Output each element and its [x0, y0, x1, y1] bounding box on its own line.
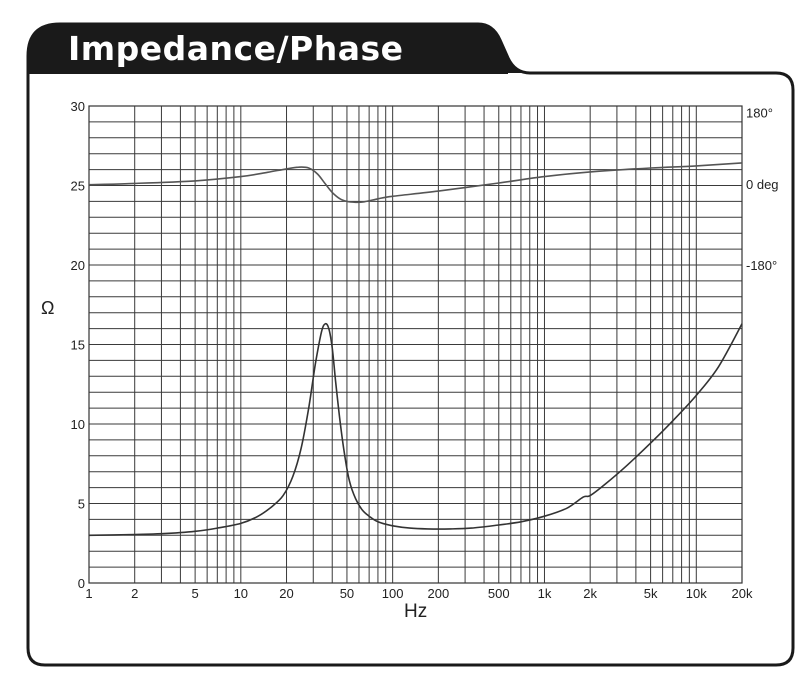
y-axis-label: Ω [41, 298, 54, 318]
plot-curves [88, 162, 743, 537]
phase-tick-label: -180° [746, 258, 777, 273]
x-tick-label: 2k [583, 586, 597, 601]
x-tick-label: 500 [488, 586, 510, 601]
y-tick-label: 25 [71, 179, 85, 194]
phase-tick-label: 180° [746, 105, 773, 120]
y-tick-label: 30 [71, 99, 85, 114]
x-tick-label: 1k [538, 586, 552, 601]
impedance-curve [88, 322, 743, 537]
x-tick-label: 10 [234, 586, 248, 601]
x-axis-label: Hz [404, 601, 427, 622]
axis-ticks: 1 2 5 10 20 50 100 200 500 1k 2k 5k 10k 20k0510152025… [71, 99, 779, 601]
plot-border [88, 105, 743, 584]
y-tick-label: 15 [71, 338, 85, 353]
y-tick-label: 5 [78, 497, 85, 512]
x-tick-label: 5 [192, 586, 199, 601]
phase-curve [88, 162, 743, 204]
x-tick-label: 20 [279, 586, 293, 601]
y-tick-label: 0 [78, 576, 85, 591]
plot-grid [88, 105, 743, 584]
x-tick-label: 50 [340, 586, 354, 601]
x-tick-label: 5k [644, 586, 658, 601]
x-tick-label: 2 [131, 586, 138, 601]
y-tick-label: 10 [71, 417, 85, 432]
x-tick-label: 10k [686, 586, 707, 601]
x-tick-label: 20k [732, 586, 753, 601]
x-tick-label: 100 [382, 586, 404, 601]
x-tick-label: 1 [85, 586, 92, 601]
chart-title: Impedance/Phase [68, 29, 404, 68]
y-tick-label: 20 [71, 258, 85, 273]
x-tick-label: 200 [428, 586, 450, 601]
title-tab-body [28, 56, 508, 74]
phase-tick-label: 0 deg [746, 177, 779, 192]
